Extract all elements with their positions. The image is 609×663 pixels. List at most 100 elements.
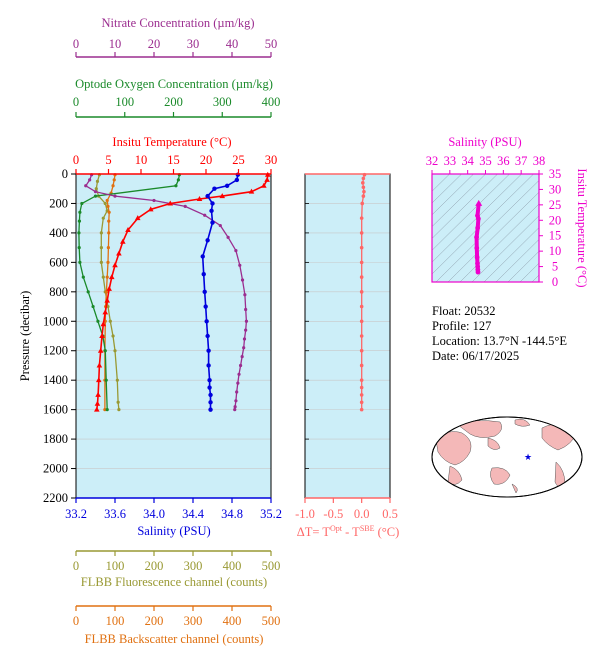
nitrate-point [244,328,248,332]
deltat-point [359,363,364,368]
float-info: Float: 20532 Profile: 127 Location: 13.7… [432,304,567,363]
backscatter-point [112,178,116,182]
ts-temperature-tick-label: 35 [549,167,562,181]
nitrate-point [244,307,248,312]
backscatter-axis-label: FLBB Backscatter channel (counts) [85,632,264,646]
ts-point [475,216,481,222]
ts-temperature-tick-label: 5 [552,260,558,274]
salinity-point [202,289,207,295]
fluorescence-point [94,187,98,191]
temperature-point [99,333,105,338]
ts-temperature-tick-label: 25 [549,198,562,212]
backscatter-point [105,198,109,203]
temperature-point [108,274,115,280]
ts-density-contour [432,174,462,204]
fluorescence-tick-label: 500 [262,559,281,573]
deltat-gridlines [305,173,390,499]
nitrate-tick-label: 30 [187,37,200,51]
ts-density-contour [447,191,539,282]
pressure-tick-label: 0 [62,167,68,181]
backscatter-axis-ticks: 0 100 200 300 400 500 [73,605,280,628]
deltat-tick-label: 0.0 [354,507,370,521]
oxygen-tick-label: 400 [262,95,281,109]
nitrate-point [88,178,92,182]
ts-salinity-tick-label: 36 [497,154,510,168]
fluorescence-point [115,378,119,382]
nitrate-point [242,346,246,350]
nitrate-point [238,263,242,267]
ts-density-contour [435,180,539,282]
temperature-point [100,321,107,327]
ts-density-contour [507,250,539,282]
salinity-tick-label: 34.0 [143,507,165,521]
ts-salinity-tick-label: 33 [444,154,457,168]
ts-density-contour [483,227,539,282]
backscatter-tick-label: 100 [106,614,125,628]
ts-density-contour [432,174,474,216]
salinity-tick-label: 34.8 [221,507,243,521]
pressure-tick-label: 1800 [43,432,68,446]
ts-density-contour [432,174,486,227]
fluorescence-point [116,400,120,404]
deltat-point [359,290,364,294]
backscatter-point [106,204,110,208]
fluorescence-axis: 0 100 200 300 400 500 FLBB Fluorescence chann… [73,550,281,589]
ts-point [474,234,479,240]
fluorescence-point [108,319,112,323]
salinity-point [204,319,209,324]
backscatter-tick-label: 0 [73,614,79,628]
ts-salinity-tick-label: 35 [479,154,492,168]
deltat-tick-label: -1.0 [295,507,315,521]
nitrate-point [113,194,117,198]
temperature-tick-label: 10 [135,153,148,167]
temperature-point [125,226,131,232]
pressure-tick-label: 2200 [43,491,68,505]
ts-density-contour [432,174,534,275]
deltat-axis-label: ΔT= TOpt - TSBE (°C) [297,524,400,539]
nitrate-point [93,190,98,194]
salinity-point [212,186,217,191]
ts-temperature-tick-label: 0 [552,275,558,289]
oxygen-point [86,290,90,294]
fluorescence-tick-label: 100 [106,559,125,573]
map-frame [431,416,583,498]
deltat-point [359,216,364,220]
deltat-point [361,194,366,198]
backscatter-axis: 0 100 200 300 400 500 FLBB Backscatter channe… [73,605,280,646]
deltat-point [359,378,364,382]
fluorescence-point [99,260,103,264]
oxygen-axis: Optode Oxygen Concentration (µm/kg) 0 100… [73,77,281,118]
nitrate-point [244,319,249,323]
temperature-point [248,188,255,194]
oxygen-axis-label: Optode Oxygen Concentration (µm/kg) [75,77,273,91]
temperature-point [264,176,270,182]
ts-density-contour [531,274,539,282]
oxygen-point [91,304,95,309]
oxygen-point [104,378,108,382]
deltat-plot-area [305,174,390,498]
profile-series [77,171,271,412]
salinity-point [207,385,212,390]
ts-density-contour [471,215,539,282]
oxygen-point [77,219,82,223]
ts-temperature-tick-label: 10 [549,244,562,258]
backscatter-point [106,246,110,250]
temperature-point [94,406,100,412]
oxygen-point [81,275,85,279]
oxygen-point [103,349,107,353]
salinity-point [205,333,210,339]
ts-point [475,225,481,231]
salinity-point [207,377,212,383]
pressure-tick-label: 2000 [43,462,68,476]
deltat-panel: -1.0 -0.5 0.0 0.5 ΔT= TOpt - TSBE (°C) [295,172,400,539]
temperature-axis: Insitu Temperature (°C) [112,135,231,149]
fluorescence-point [117,408,121,412]
nitrate-point [242,337,247,341]
pressure-axis-label: Pressure (decibar) [18,291,32,382]
ts-density-contour [432,174,510,251]
map-land [435,418,578,494]
temperature-point [219,193,226,199]
fluorescence-point [101,216,105,220]
